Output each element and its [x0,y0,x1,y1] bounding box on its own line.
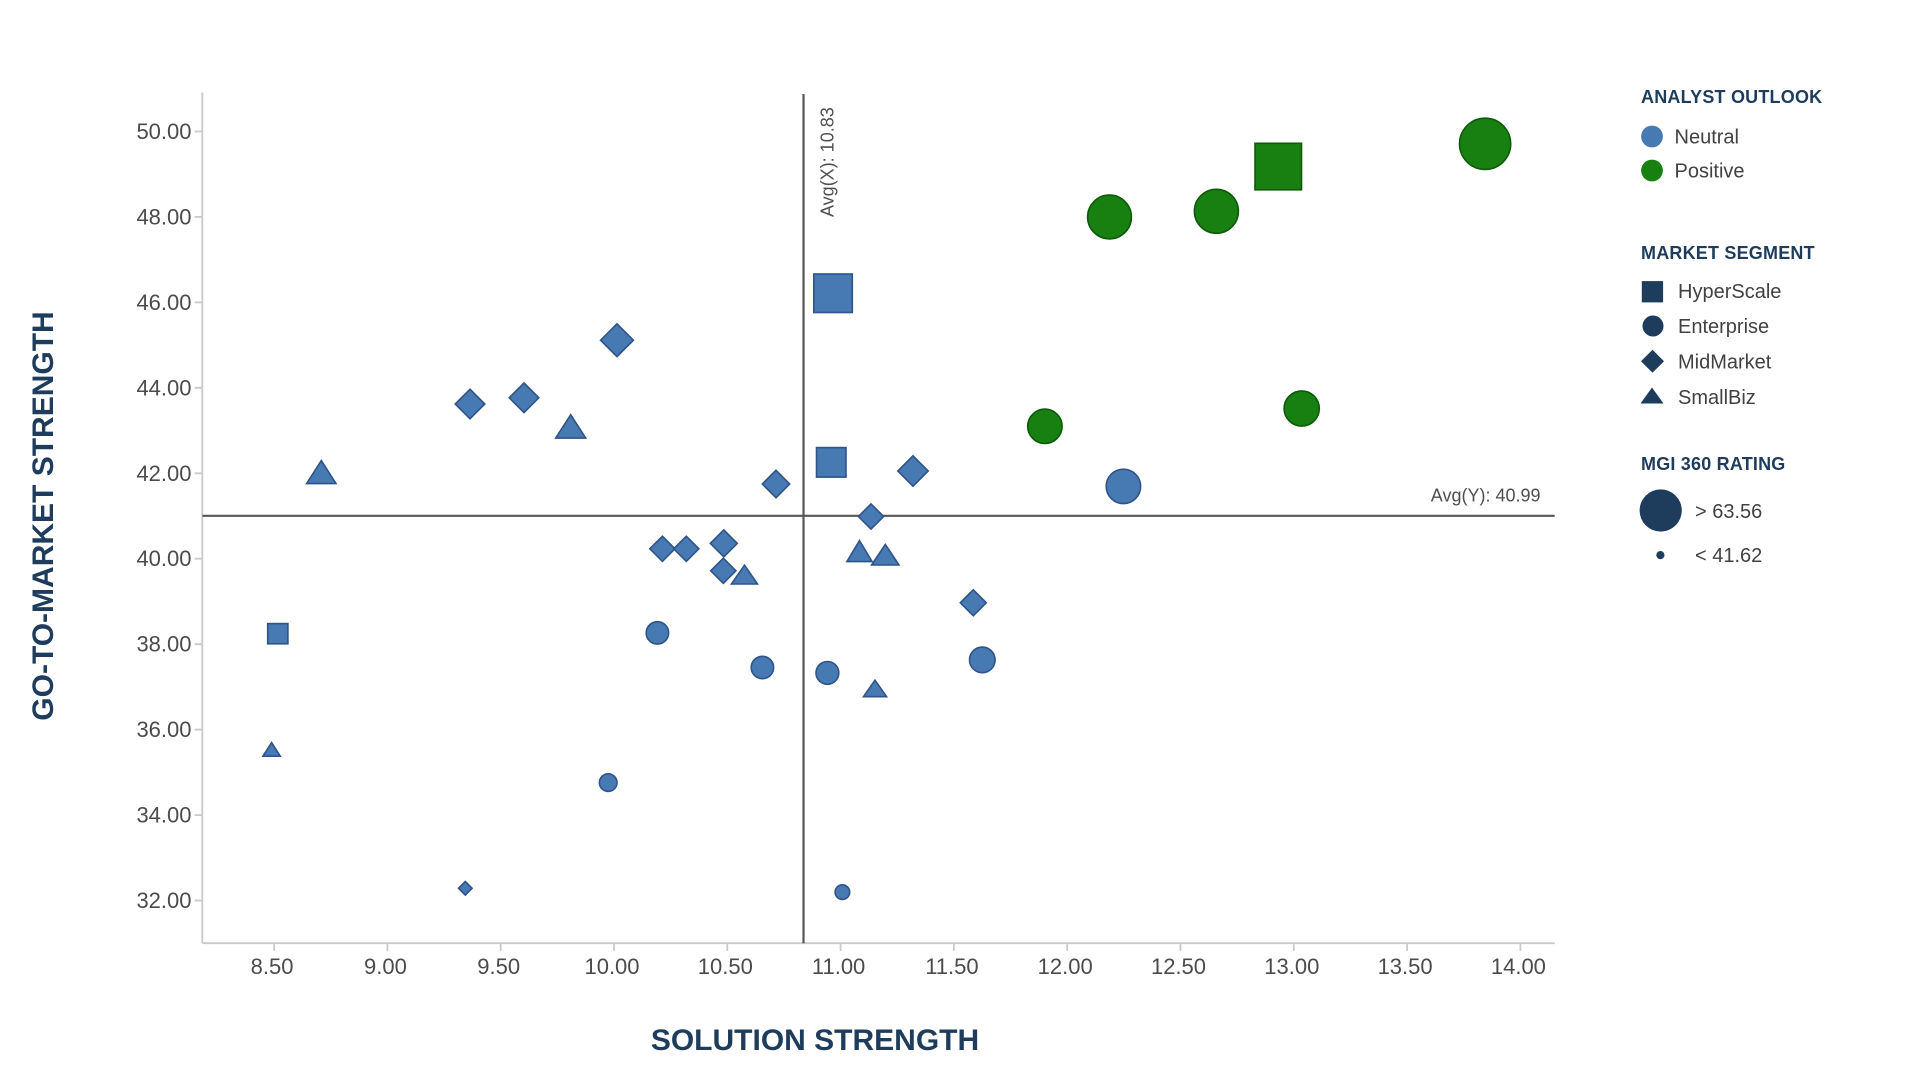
svg-text:12.50: 12.50 [1151,954,1206,979]
svg-text:10.50: 10.50 [698,954,753,979]
svg-text:Avg(Y): 40.99: Avg(Y): 40.99 [1431,486,1541,506]
svg-text:48.00: 48.00 [136,204,191,229]
svg-text:32.00: 32.00 [136,888,191,913]
svg-text:Neutral: Neutral [1675,127,1739,149]
svg-text:36.00: 36.00 [136,717,191,742]
svg-text:38.00: 38.00 [136,632,191,657]
svg-text:Enterprise: Enterprise [1678,316,1769,338]
svg-text:SOLUTION STRENGTH: SOLUTION STRENGTH [651,1024,979,1057]
svg-text:< 41.62: < 41.62 [1695,545,1762,567]
svg-text:12.00: 12.00 [1038,954,1093,979]
svg-text:Avg(X): 10.83: Avg(X): 10.83 [818,107,838,217]
svg-text:MGI 360 RATING: MGI 360 RATING [1641,454,1786,474]
svg-text:40.00: 40.00 [136,546,191,571]
svg-text:14.00: 14.00 [1491,954,1546,979]
svg-text:9.50: 9.50 [477,954,520,979]
svg-text:44.00: 44.00 [136,375,191,400]
svg-text:SmallBiz: SmallBiz [1678,387,1756,409]
svg-text:8.50: 8.50 [251,954,294,979]
svg-text:34.00: 34.00 [136,803,191,828]
svg-text:50.00: 50.00 [136,119,191,144]
svg-text:Positive: Positive [1675,161,1745,183]
svg-text:9.00: 9.00 [364,954,407,979]
svg-text:13.50: 13.50 [1378,954,1433,979]
svg-text:MARKET SEGMENT: MARKET SEGMENT [1641,243,1815,263]
svg-text:> 63.56: > 63.56 [1695,501,1762,523]
svg-text:11.00: 11.00 [812,954,865,979]
svg-text:GO-TO-MARKET STRENGTH: GO-TO-MARKET STRENGTH [27,311,60,720]
svg-text:13.00: 13.00 [1264,954,1319,979]
svg-text:46.00: 46.00 [136,290,191,315]
svg-text:MidMarket: MidMarket [1678,352,1772,374]
svg-text:ANALYST OUTLOOK: ANALYST OUTLOOK [1641,87,1822,107]
svg-text:10.00: 10.00 [584,954,639,979]
svg-text:11.50: 11.50 [925,954,978,979]
svg-text:42.00: 42.00 [136,461,191,486]
svg-text:HyperScale: HyperScale [1678,281,1781,303]
